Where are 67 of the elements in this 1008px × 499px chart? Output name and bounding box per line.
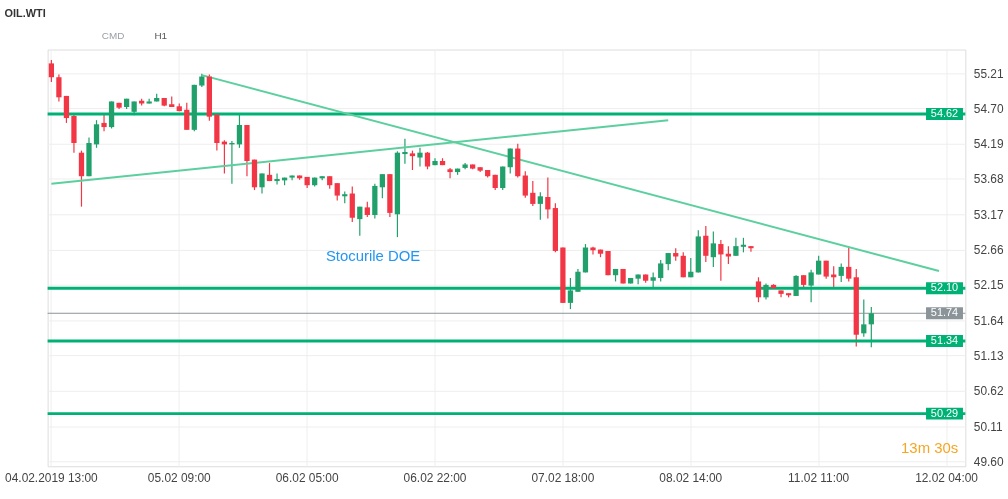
candlestick	[861, 298, 867, 338]
y-tick-label: 54.70	[973, 101, 1004, 116]
candlestick	[48, 59, 55, 83]
text: CMD	[101, 29, 125, 41]
candlestick	[417, 147, 423, 168]
candlestick	[236, 114, 243, 149]
chart-title: OIL.WTI	[4, 6, 46, 19]
candlestick	[409, 150, 416, 171]
candlestick	[259, 172, 265, 195]
candlestick	[816, 255, 822, 276]
x-tick-label: 08.02 14:00	[659, 470, 723, 485]
y-tick-label: 52.15	[973, 278, 1004, 293]
x-tick-label: 06.02 05:00	[275, 470, 339, 485]
candlestick	[755, 276, 762, 303]
candlestick	[522, 170, 528, 199]
x-tick-label: 12.02 04:00	[915, 470, 979, 485]
candlestick	[357, 206, 363, 237]
x-tick-label: 06.02 22:00	[403, 470, 467, 485]
candlestick	[530, 180, 536, 207]
y-tick-label: 53.17	[973, 207, 1004, 222]
candlestick	[274, 172, 280, 186]
candlestick	[93, 119, 100, 149]
y-tick-label: 53.68	[973, 172, 1004, 187]
candlestick	[78, 150, 85, 208]
ref-line-label: 52.10	[930, 281, 959, 294]
candlestick	[545, 177, 551, 220]
x-tick-label: 07.02 18:00	[531, 470, 595, 485]
candlestick	[680, 251, 686, 278]
candlestick	[101, 114, 107, 132]
candlestick	[63, 95, 70, 124]
y-tick-label: 52.66	[973, 243, 1004, 258]
text: H1	[154, 29, 168, 41]
candlestick	[184, 102, 190, 131]
x-tick-label: 04.02.2019 13:00	[5, 470, 99, 485]
candlestick	[838, 262, 844, 283]
ref-line-label: 51.34	[930, 333, 959, 346]
ref-line-label: 54.62	[930, 106, 959, 119]
candlestick	[868, 306, 874, 348]
candlestick	[793, 274, 799, 297]
candlestick	[575, 268, 581, 293]
y-tick-label: 50.62	[973, 384, 1004, 399]
candlestick	[658, 259, 664, 283]
candlestick	[402, 138, 408, 165]
candlestick	[748, 245, 754, 253]
candlestick	[507, 147, 513, 175]
y-tick-label: 51.64	[973, 313, 1004, 328]
candlestick	[537, 191, 543, 221]
annotation: Stocurile DOE	[325, 247, 421, 264]
candlestick	[379, 173, 385, 199]
candlestick	[447, 167, 453, 179]
x-tick-label: 11.02 11:00	[788, 470, 850, 485]
y-tick-label: 50.11	[973, 419, 1004, 434]
candlestick	[56, 73, 62, 103]
y-tick-label: 51.13	[973, 348, 1004, 363]
annotation: 13m 30s	[901, 440, 959, 457]
candlestick	[718, 239, 724, 282]
y-tick-label: 54.19	[973, 137, 1004, 152]
candlestick	[710, 230, 716, 268]
ref-line-label: 50.29	[930, 406, 959, 419]
candlestick	[846, 246, 852, 283]
candlestick	[567, 277, 574, 310]
y-tick-label: 55.21	[973, 66, 1004, 81]
ref-line-label: 51.74	[930, 306, 959, 319]
candlestick	[703, 225, 709, 263]
y-tick-label: 49.60	[973, 454, 1004, 469]
candlestick	[808, 269, 814, 303]
x-tick-label: 05.02 09:00	[147, 470, 212, 485]
